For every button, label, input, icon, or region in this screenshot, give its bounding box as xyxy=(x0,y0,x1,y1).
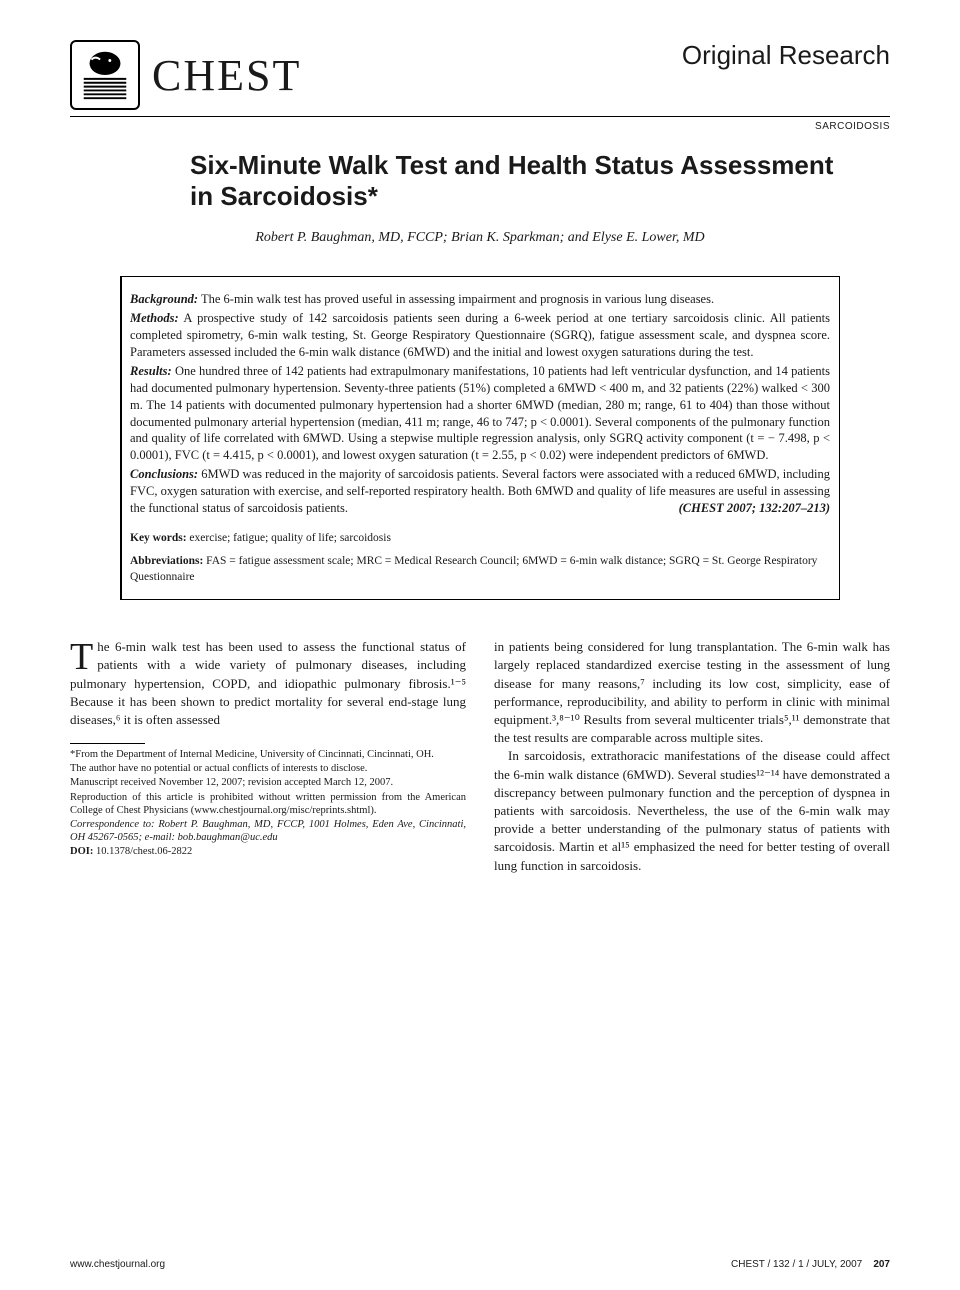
footnote-affiliation: *From the Department of Internal Medicin… xyxy=(70,748,466,761)
page-header: CHEST Original Research xyxy=(70,40,890,110)
abbrev-text: FAS = fatigue assessment scale; MRC = Me… xyxy=(130,555,817,583)
footer-left: www.chestjournal.org xyxy=(70,1259,165,1270)
body-columns: The 6-min walk test has been used to ass… xyxy=(70,638,890,874)
section-name: Original Research xyxy=(682,40,890,71)
keywords-line: Key words: exercise; fatigue; quality of… xyxy=(130,531,830,547)
methods-text: A prospective study of 142 sarcoidosis p… xyxy=(130,311,830,359)
chest-logo-icon xyxy=(76,46,134,104)
right-column: in patients being considered for lung tr… xyxy=(494,638,890,874)
authors: Robert P. Baughman, MD, FCCP; Brian K. S… xyxy=(70,230,890,246)
background-label: Background: xyxy=(130,292,198,306)
subsection-label: SARCOIDOSIS xyxy=(70,121,890,132)
intro-para-1b: in patients being considered for lung tr… xyxy=(494,638,890,747)
footnote-correspondence: Correspondence to: Robert P. Baughman, M… xyxy=(70,818,466,844)
abstract-methods: Methods: A prospective study of 142 sarc… xyxy=(130,310,830,361)
abstract-results: Results: One hundred three of 142 patien… xyxy=(130,363,830,464)
dropcap: T xyxy=(70,638,97,673)
page-number: 207 xyxy=(873,1259,890,1270)
article-title: Six-Minute Walk Test and Health Status A… xyxy=(190,150,850,212)
footnote-rule xyxy=(70,743,145,744)
keywords-text: exercise; fatigue; quality of life; sarc… xyxy=(189,532,391,544)
footnote-coi: The author have no potential or actual c… xyxy=(70,762,466,775)
methods-label: Methods: xyxy=(130,311,179,325)
citation: (CHEST 2007; 132:207–213) xyxy=(679,500,830,517)
abstract-box: Background: The 6-min walk test has prov… xyxy=(120,276,840,599)
intro-para-2: In sarcoidosis, extrathoracic manifestat… xyxy=(494,747,890,874)
footnote-reproduction: Reproduction of this article is prohibit… xyxy=(70,791,466,817)
abstract-bottom-rule xyxy=(120,599,840,600)
keywords-label: Key words: xyxy=(130,532,187,544)
abstract-background: Background: The 6-min walk test has prov… xyxy=(130,291,830,308)
footer-citation: CHEST / 132 / 1 / JULY, 2007 xyxy=(731,1259,862,1270)
footer-right: CHEST / 132 / 1 / JULY, 2007 207 xyxy=(731,1259,890,1270)
left-column: The 6-min walk test has been used to ass… xyxy=(70,638,466,874)
page-footer: www.chestjournal.org CHEST / 132 / 1 / J… xyxy=(70,1259,890,1270)
journal-name: CHEST xyxy=(152,50,301,101)
intro-text-1: he 6-min walk test has been used to asse… xyxy=(70,639,466,727)
header-left: CHEST xyxy=(70,40,301,110)
results-label: Results: xyxy=(130,364,172,378)
footnotes: *From the Department of Internal Medicin… xyxy=(70,748,466,858)
doi-label: DOI: xyxy=(70,846,93,857)
footnote-doi: DOI: 10.1378/chest.06-2822 xyxy=(70,845,466,858)
background-text: The 6-min walk test has proved useful in… xyxy=(201,292,714,306)
results-text: One hundred three of 142 patients had ex… xyxy=(130,364,830,462)
footnote-dates: Manuscript received November 12, 2007; r… xyxy=(70,776,466,789)
abbreviations-line: Abbreviations: FAS = fatigue assessment … xyxy=(130,554,830,585)
header-rule xyxy=(70,116,890,117)
intro-para-1: The 6-min walk test has been used to ass… xyxy=(70,638,466,729)
conclusions-label: Conclusions: xyxy=(130,467,198,481)
abstract-conclusions: Conclusions: 6MWD was reduced in the maj… xyxy=(130,466,830,517)
journal-logo xyxy=(70,40,140,110)
abbrev-label: Abbreviations: xyxy=(130,555,203,567)
doi-text: 10.1378/chest.06-2822 xyxy=(96,846,192,857)
correspondence-label: Correspondence to: xyxy=(70,819,155,830)
header-right: Original Research xyxy=(682,40,890,71)
